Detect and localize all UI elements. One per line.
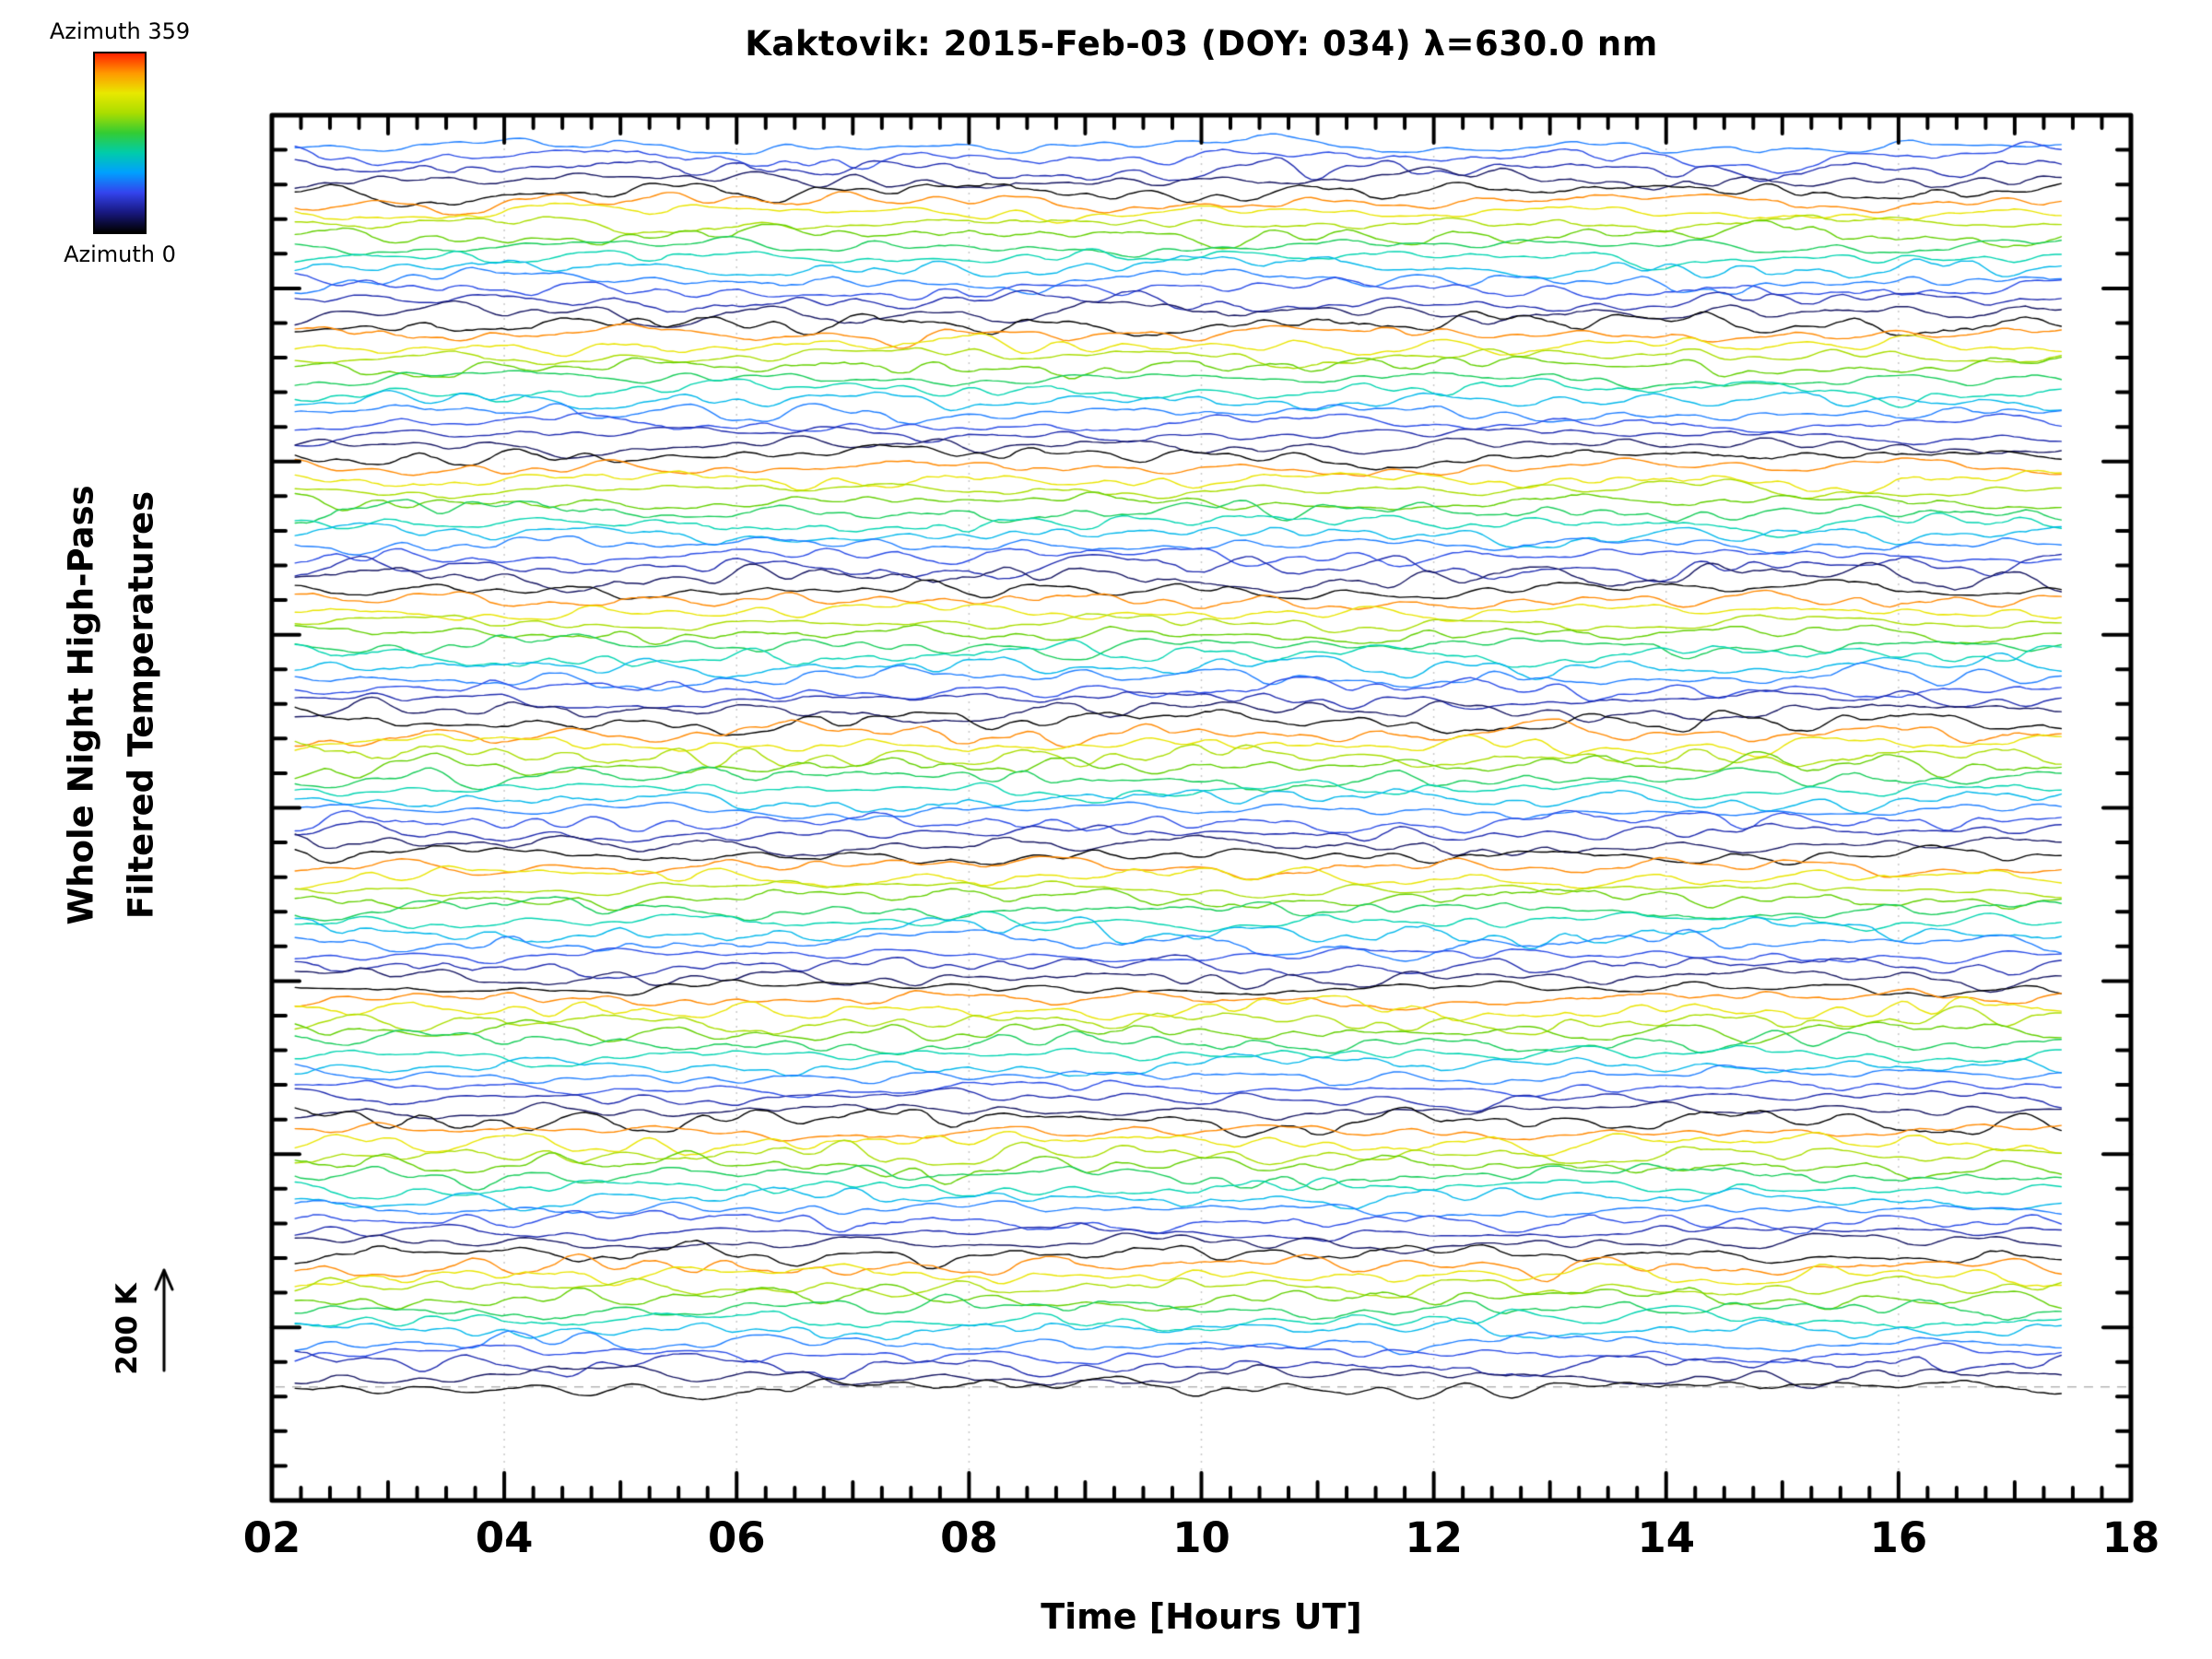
colorbar-bottom-label: Azimuth 0 (64, 241, 176, 267)
x-tick-label: 18 (2101, 1513, 2160, 1562)
colorbar-gradient (93, 52, 147, 234)
x-tick-labels: 02 04 06 08 10 12 14 16 18 (0, 1513, 2212, 1569)
x-tick-label: 16 (1869, 1513, 1928, 1562)
x-axis-label: Time [Hours UT] (1041, 1596, 1362, 1637)
x-tick-label: 14 (1637, 1513, 1696, 1562)
y-axis-label-line1: Whole Night High-Pass (61, 485, 101, 925)
chart-title: Kaktovik: 2015-Feb-03 (DOY: 034) λ=630.0… (745, 24, 1658, 64)
x-tick-label: 06 (707, 1513, 766, 1562)
azimuth-colorbar: Azimuth 359 Azimuth 0 (15, 17, 225, 269)
x-tick-label: 08 (940, 1513, 998, 1562)
x-tick-label: 02 (242, 1513, 301, 1562)
x-tick-label: 10 (1172, 1513, 1230, 1562)
x-tick-label: 12 (1405, 1513, 1463, 1562)
x-tick-label: 04 (475, 1513, 534, 1562)
y-axis-label-line2: Filtered Temperatures (121, 490, 161, 920)
colorbar-top-label: Azimuth 359 (49, 18, 191, 44)
scale-marker-label: 200 K (111, 1283, 144, 1375)
